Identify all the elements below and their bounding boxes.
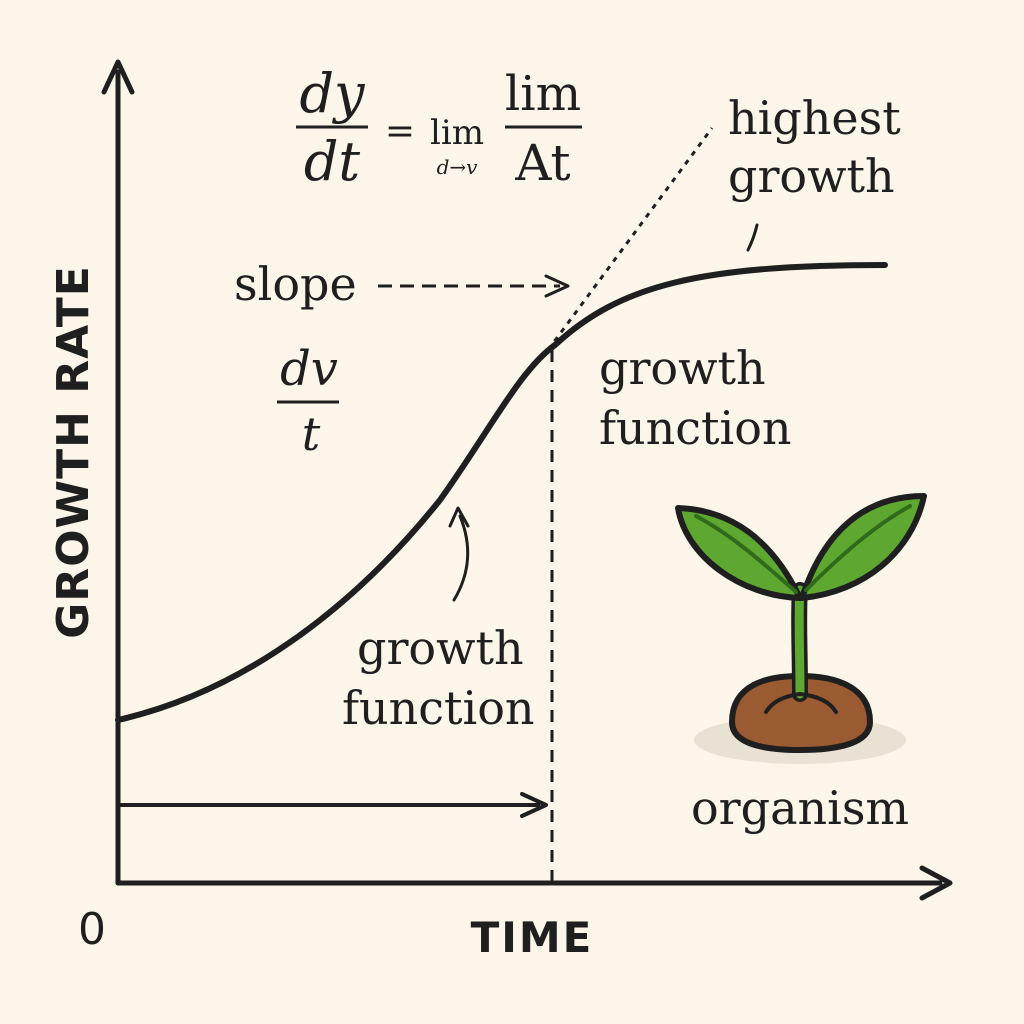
- derivative-formula: dy dt = lim d→v lim At: [296, 62, 582, 193]
- highest-growth-pointer: [746, 223, 759, 252]
- highest-growth-label-line1: highest: [728, 91, 901, 145]
- formula-rhs-denominator: At: [514, 134, 570, 192]
- stem-fill: [794, 585, 805, 699]
- small-fraction-denominator: t: [302, 407, 321, 461]
- growth-function-lower-line1: growth: [357, 621, 524, 675]
- x-axis-label: TIME: [471, 913, 594, 962]
- growth-curve: [115, 262, 888, 723]
- right-leaf-vein: [804, 504, 912, 592]
- formula-lhs-denominator: dt: [304, 130, 361, 193]
- time-interval-arrowhead: [520, 792, 548, 818]
- formula-lhs-numerator: dy: [299, 62, 366, 125]
- formula-equals: =: [385, 111, 415, 152]
- root-right: [798, 692, 838, 714]
- highest-growth-label-line2: growth: [728, 149, 895, 203]
- growth-function-pointer: [452, 514, 470, 602]
- growth-function-lower-line2: function: [342, 681, 535, 735]
- right-leaf: [799, 493, 927, 601]
- seedling-icon: [675, 493, 927, 764]
- small-fraction-numerator: dv: [280, 341, 338, 397]
- growth-function-upper-line2: function: [599, 401, 792, 455]
- organism-label: organism: [691, 781, 909, 835]
- soil-mound: [728, 672, 874, 754]
- formula-rhs-numerator: lim: [505, 66, 581, 122]
- formula-lim: lim: [430, 113, 484, 153]
- left-leaf: [675, 505, 803, 601]
- y-axis-label: GROWTH RATE: [48, 265, 99, 639]
- left-leaf-vein: [694, 514, 798, 594]
- x-axis-arrowhead: [919, 865, 953, 901]
- y-axis-arrowhead: [101, 59, 135, 95]
- origin-label: 0: [78, 904, 106, 955]
- slope-arrowhead: [544, 274, 570, 298]
- formula-lim-subscript: d→v: [437, 155, 479, 179]
- growth-function-upper-line1: growth: [599, 341, 766, 395]
- root-left: [764, 692, 802, 714]
- tangent-line: [546, 127, 714, 351]
- growth-function-pointer-head: [448, 506, 470, 528]
- small-fraction: dv t: [277, 341, 339, 461]
- slope-label: slope: [234, 257, 357, 311]
